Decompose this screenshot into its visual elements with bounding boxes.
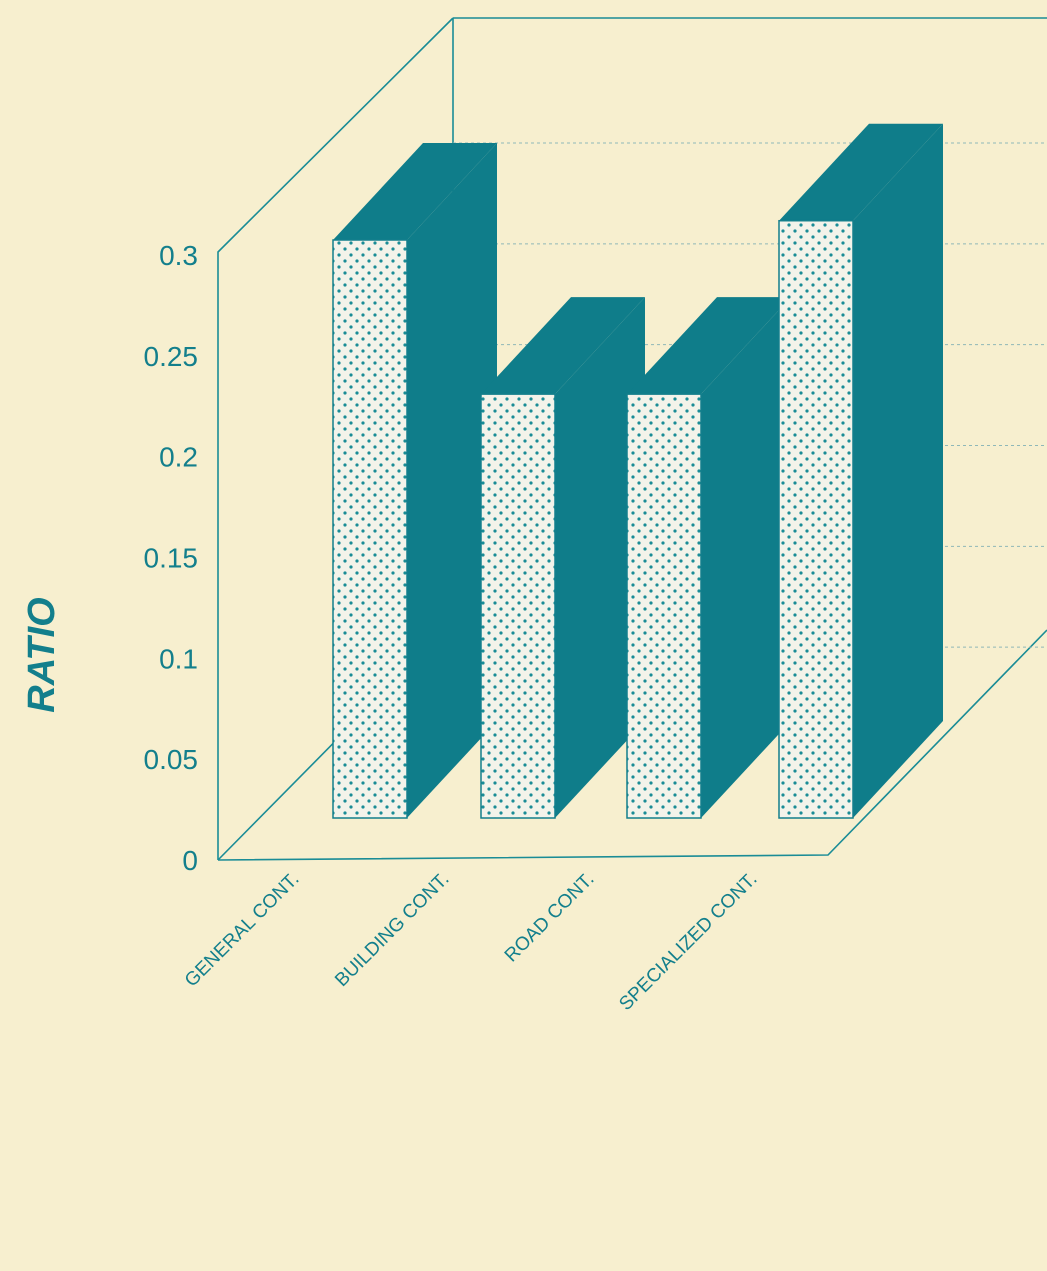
y-tick-label: 0.05 [144,744,199,775]
x-category-label: ROAD CONT. [501,869,599,967]
bar-front [332,239,408,819]
y-tick-label: 0.25 [144,341,199,372]
y-tick-label: 0.2 [159,442,198,473]
bar-front [626,393,702,819]
bars [332,123,943,819]
y-tick-label: 0 [182,845,198,876]
bar [778,123,943,819]
bar-top [779,123,943,221]
bar-side [853,123,943,818]
x-axis-categories: GENERAL CONT. BUILDING CONT. ROAD CONT. SPE… [181,869,762,1015]
bar [626,297,791,819]
y-tick-label: 0.3 [159,240,198,271]
bar-top [333,143,497,240]
bar [332,143,497,819]
bar-side [701,297,791,819]
bar-front [778,219,854,819]
y-tick-label: 0.15 [144,543,199,574]
y-axis-label: RATIO [21,597,63,712]
bar-side [555,297,645,819]
bar [480,297,645,819]
bar-top [481,297,645,395]
x-category-label: GENERAL CONT. [181,869,304,992]
bar-front [480,393,556,819]
y-tick-label: 0.1 [159,643,198,674]
y-axis-ticks: 0 0.05 0.1 0.15 0.2 0.25 0.3 [144,240,199,876]
bar-top [627,297,791,395]
x-category-label: SPECIALIZED CONT. [615,869,761,1015]
bar-side [407,143,497,818]
x-category-label: BUILDING CONT. [331,869,453,991]
